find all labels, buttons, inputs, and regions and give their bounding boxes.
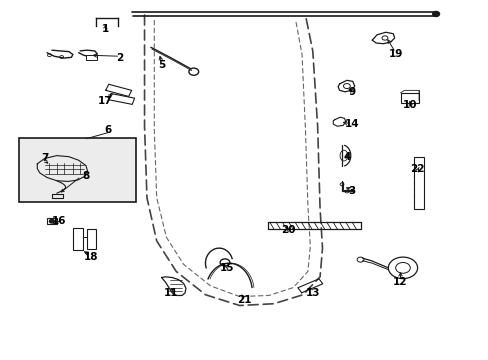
Text: 5: 5: [158, 60, 165, 70]
Text: 6: 6: [104, 125, 111, 135]
Text: 8: 8: [82, 171, 89, 181]
Text: 4: 4: [343, 152, 350, 162]
Text: 13: 13: [305, 288, 319, 298]
Bar: [47, 219, 57, 224]
Bar: [400, 93, 418, 103]
Text: 22: 22: [409, 164, 424, 174]
Text: 17: 17: [98, 96, 113, 106]
Text: 21: 21: [237, 295, 251, 305]
FancyBboxPatch shape: [19, 138, 136, 202]
Text: 2: 2: [116, 53, 123, 63]
Text: 19: 19: [387, 49, 402, 59]
Text: 18: 18: [83, 252, 98, 262]
Bar: [73, 228, 82, 250]
Text: 10: 10: [402, 100, 417, 110]
Circle shape: [49, 220, 54, 223]
Circle shape: [432, 12, 439, 17]
Text: 9: 9: [347, 87, 355, 97]
Text: 20: 20: [281, 225, 295, 235]
Text: 11: 11: [164, 288, 178, 298]
Text: 7: 7: [41, 153, 48, 163]
Text: 12: 12: [392, 277, 407, 287]
Bar: [86, 55, 97, 59]
Text: 3: 3: [347, 186, 355, 196]
Text: 16: 16: [52, 216, 66, 226]
Text: 1: 1: [102, 24, 109, 35]
Bar: [87, 229, 96, 249]
Text: 14: 14: [344, 120, 358, 129]
Text: 15: 15: [220, 263, 234, 273]
Bar: [413, 157, 423, 210]
